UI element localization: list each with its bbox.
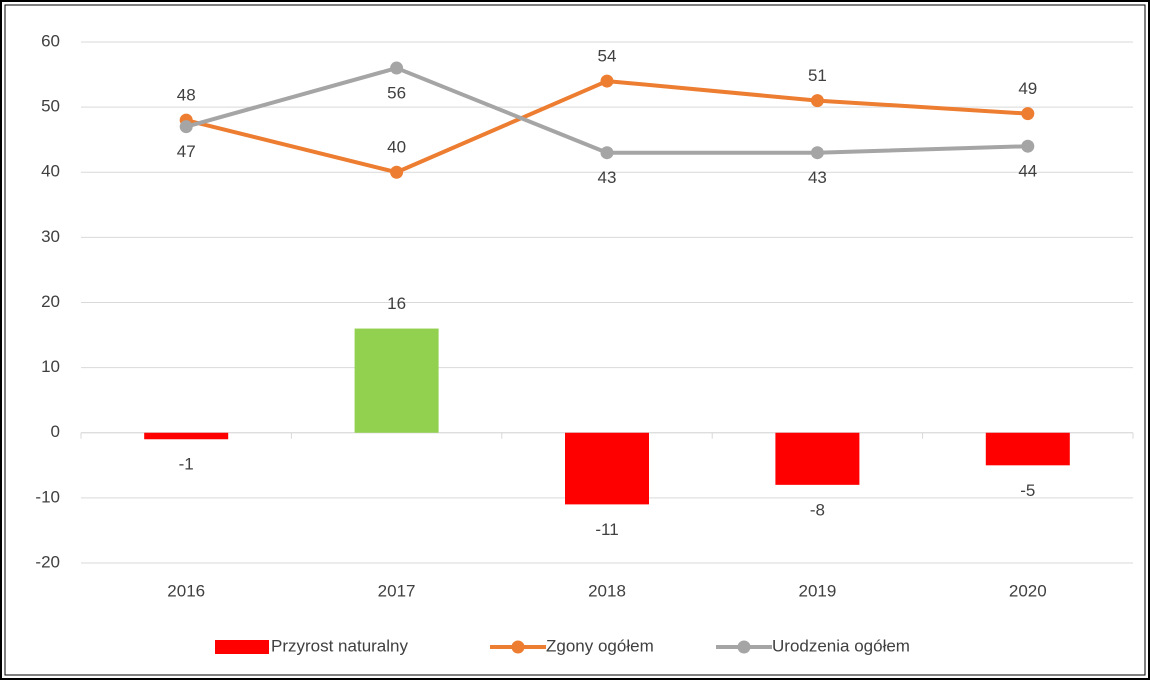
- data-label: 43: [598, 168, 617, 187]
- data-label: 43: [808, 168, 827, 187]
- marker: [179, 120, 193, 134]
- marker: [600, 146, 614, 160]
- marker: [390, 165, 404, 179]
- bar: [775, 432, 860, 485]
- data-label: 47: [177, 142, 196, 161]
- data-label: 54: [598, 47, 617, 66]
- legend-label: Przyrost naturalny: [271, 636, 408, 655]
- data-label: 44: [1018, 162, 1037, 181]
- legend-label: Urodzenia ogółem: [772, 636, 910, 655]
- legend-marker: [737, 640, 751, 654]
- x-tick-label: 2019: [798, 581, 836, 600]
- marker: [810, 94, 824, 108]
- x-tick-label: 2020: [1009, 581, 1047, 600]
- y-tick-label: 50: [41, 97, 60, 116]
- bar: [565, 432, 649, 505]
- y-tick-label: 0: [51, 422, 60, 441]
- x-tick-label: 2018: [588, 581, 626, 600]
- data-label: -5: [1020, 481, 1035, 500]
- y-tick-label: 60: [41, 31, 60, 50]
- x-tick-label: 2017: [378, 581, 416, 600]
- y-tick-label: 30: [41, 227, 60, 246]
- y-tick-label: 10: [41, 357, 60, 376]
- y-tick-label: 20: [41, 292, 60, 311]
- data-label: -1: [179, 455, 194, 474]
- data-label: 16: [387, 294, 406, 313]
- y-tick-label: 40: [41, 162, 60, 181]
- legend-label: Zgony ogółem: [546, 636, 654, 655]
- data-label: 51: [808, 66, 827, 85]
- bar: [144, 432, 229, 440]
- marker: [1021, 139, 1035, 153]
- data-label: 48: [177, 86, 196, 105]
- inner-frame: [4, 4, 1146, 676]
- data-label: 40: [387, 138, 406, 157]
- data-label: -8: [810, 500, 825, 519]
- marker: [390, 61, 404, 75]
- bar: [985, 432, 1070, 466]
- data-label: 49: [1018, 79, 1037, 98]
- marker: [600, 74, 614, 88]
- bar: [354, 328, 439, 433]
- legend-marker: [511, 640, 525, 654]
- y-tick-label: -10: [35, 487, 60, 506]
- data-label: 56: [387, 84, 406, 103]
- marker: [810, 146, 824, 160]
- y-tick-label: -20: [35, 552, 60, 571]
- x-tick-label: 2016: [167, 581, 205, 600]
- marker: [1021, 107, 1035, 121]
- data-label: -11: [595, 520, 618, 539]
- legend-swatch: [215, 640, 269, 654]
